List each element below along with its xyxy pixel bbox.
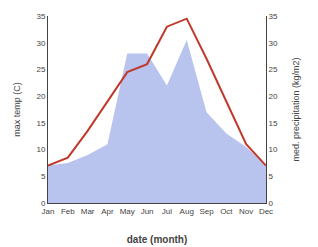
svg-text:Dec: Dec <box>259 207 273 216</box>
svg-text:0: 0 <box>269 199 274 208</box>
svg-text:Oct: Oct <box>220 207 233 216</box>
svg-text:May: May <box>120 207 135 216</box>
svg-text:Apr: Apr <box>101 207 114 216</box>
svg-text:30: 30 <box>36 39 45 48</box>
svg-text:35: 35 <box>269 12 278 21</box>
svg-text:max temp (C): max temp (C) <box>12 82 22 137</box>
svg-text:Jan: Jan <box>42 207 55 216</box>
svg-text:10: 10 <box>36 145 45 154</box>
svg-text:20: 20 <box>269 92 278 101</box>
svg-text:Sep: Sep <box>199 207 214 216</box>
svg-text:Nov: Nov <box>239 207 253 216</box>
svg-text:0: 0 <box>41 199 46 208</box>
svg-text:Jul: Jul <box>162 207 172 216</box>
svg-text:Aug: Aug <box>180 207 194 216</box>
svg-text:med. precipitation (kg/m2): med. precipitation (kg/m2) <box>291 57 301 161</box>
svg-text:10: 10 <box>269 145 278 154</box>
svg-text:35: 35 <box>36 12 45 21</box>
svg-text:date (month): date (month) <box>127 234 188 245</box>
svg-text:5: 5 <box>41 172 46 181</box>
svg-text:25: 25 <box>36 65 45 74</box>
svg-text:Feb: Feb <box>61 207 75 216</box>
svg-text:20: 20 <box>36 92 45 101</box>
svg-text:Jun: Jun <box>141 207 154 216</box>
svg-text:5: 5 <box>269 172 274 181</box>
svg-text:30: 30 <box>269 39 278 48</box>
svg-text:25: 25 <box>269 65 278 74</box>
svg-text:15: 15 <box>269 119 278 128</box>
svg-text:15: 15 <box>36 119 45 128</box>
svg-text:Mar: Mar <box>81 207 95 216</box>
